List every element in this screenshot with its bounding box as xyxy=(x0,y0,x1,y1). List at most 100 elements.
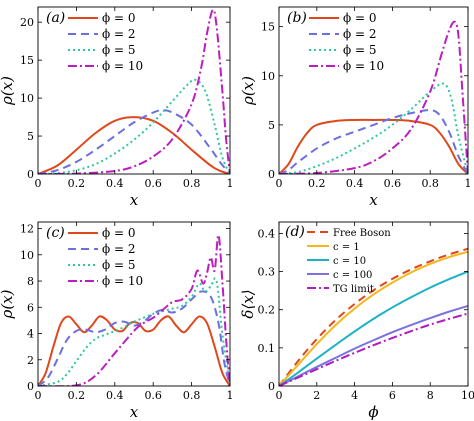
series-line xyxy=(38,109,230,174)
y-tick-label: 0.1 xyxy=(258,342,276,355)
series-line xyxy=(279,312,468,386)
legend-label: ϕ = 2 xyxy=(343,27,377,41)
y-tick-label: 8 xyxy=(27,275,34,288)
y-tick-label: 6 xyxy=(27,301,34,314)
plot-frame xyxy=(37,221,231,387)
y-tick-label: 5 xyxy=(268,119,275,132)
x-tick-label: 6 xyxy=(389,389,396,402)
legend-label: ϕ = 0 xyxy=(102,11,136,25)
y-axis-label: ρ(x) xyxy=(0,289,16,319)
y-tick-label: 15 xyxy=(20,54,34,67)
x-axis-label: x xyxy=(130,403,139,421)
y-tick-label: 10 xyxy=(20,249,34,262)
y-tick-label: 0 xyxy=(27,168,34,181)
series-line xyxy=(279,20,468,174)
x-tick-label: 0.8 xyxy=(183,389,201,402)
x-tick-label: 0.4 xyxy=(346,177,364,190)
y-tick-label: 0.3 xyxy=(258,266,276,279)
series-line xyxy=(38,290,230,386)
y-tick-label: 20 xyxy=(20,16,34,29)
x-tick-label: 1 xyxy=(227,389,234,402)
x-tick-label: 4 xyxy=(351,389,358,402)
series-line xyxy=(279,247,468,386)
legend-label: ϕ = 5 xyxy=(343,43,377,57)
y-tick-label: 0 xyxy=(268,380,275,393)
plot-frame xyxy=(278,221,469,387)
y-tick-label: 12 xyxy=(20,223,34,236)
y-tick-label: 0 xyxy=(27,380,34,393)
legend-label: ϕ = 2 xyxy=(102,242,136,256)
x-axis-label: x xyxy=(130,191,139,209)
x-tick-label: 0.4 xyxy=(106,389,124,402)
x-tick-label: 0.6 xyxy=(144,389,162,402)
series-line xyxy=(279,82,468,174)
legend-label: Free Boson xyxy=(333,228,391,239)
panel-label: (b) xyxy=(287,10,307,26)
x-tick-label: 0.4 xyxy=(106,177,124,190)
series-line xyxy=(279,118,468,174)
x-tick-label: 10 xyxy=(461,389,474,402)
y-tick-label: 0 xyxy=(268,168,275,181)
x-tick-label: 1 xyxy=(465,177,472,190)
x-tick-label: 0 xyxy=(276,177,283,190)
y-tick-label: 10 xyxy=(261,70,275,83)
series-line xyxy=(38,234,230,386)
x-tick-label: 0 xyxy=(35,389,42,402)
x-tick-label: 0.2 xyxy=(68,389,86,402)
x-tick-label: 0.2 xyxy=(68,177,86,190)
x-tick-label: 0.6 xyxy=(144,177,162,190)
y-tick-label: 2 xyxy=(27,354,34,367)
legend-label: ϕ = 10 xyxy=(343,59,384,73)
y-tick-label: 5 xyxy=(27,130,34,143)
series-line xyxy=(279,270,468,386)
legend-label: ϕ = 0 xyxy=(102,226,136,240)
legend-label: ϕ = 0 xyxy=(343,11,377,25)
y-tick-label: 4 xyxy=(27,328,34,341)
legend: (c) ϕ = 0 ϕ = 2 ϕ = 5 ϕ = 10 xyxy=(46,225,143,288)
legend-label: ϕ = 5 xyxy=(102,258,136,272)
y-tick-label: 0.4 xyxy=(258,227,276,240)
legend-label: c = 100 xyxy=(333,270,372,281)
series-line xyxy=(279,250,468,386)
legend-label: ϕ = 5 xyxy=(102,43,136,57)
x-tick-label: 0.8 xyxy=(183,177,201,190)
panel-label: (d) xyxy=(285,224,305,240)
series-line xyxy=(38,277,230,386)
series-line xyxy=(279,109,468,174)
legend-label: TG limit xyxy=(333,284,374,295)
legend: (a) ϕ = 0 ϕ = 2 ϕ = 5 ϕ = 10 xyxy=(46,10,143,73)
legend-label: ϕ = 10 xyxy=(102,274,143,288)
legend-label: c = 1 xyxy=(333,242,360,253)
legend-label: c = 10 xyxy=(333,256,366,267)
legend: (d) Free Boson c = 1 c = 10 c = 100 TG limit xyxy=(285,224,391,295)
series-line xyxy=(38,78,230,174)
panel-label: (a) xyxy=(46,10,65,26)
x-tick-label: 0.8 xyxy=(421,177,439,190)
panel-label: (c) xyxy=(46,225,65,241)
legend: (b) ϕ = 0 ϕ = 2 ϕ = 5 ϕ = 10 xyxy=(287,10,384,73)
x-tick-label: 8 xyxy=(427,389,434,402)
y-axis-label: ρ(x) xyxy=(0,76,16,106)
x-tick-label: 1 xyxy=(227,177,234,190)
legend-label: ϕ = 10 xyxy=(102,59,143,73)
y-axis-label: δ⟨x⟩ xyxy=(239,289,257,318)
plot-frame xyxy=(278,6,469,175)
plot-frame xyxy=(37,6,231,175)
legend-label: ϕ = 2 xyxy=(102,27,136,41)
x-tick-label: 0 xyxy=(35,177,42,190)
x-axis-label: ϕ xyxy=(368,403,378,421)
x-tick-label: 0.6 xyxy=(384,177,402,190)
chart-panel: 0 2 4 6 8 10 0 0.1 0.2 0.3 0.4 ϕ δ⟨x⟩ (d) Free Boson c … xyxy=(239,221,474,421)
y-tick-label: 0.2 xyxy=(258,304,276,317)
x-axis-label: x xyxy=(369,191,378,209)
x-tick-label: 0 xyxy=(276,389,283,402)
x-tick-label: 2 xyxy=(313,389,320,402)
series-line xyxy=(38,8,230,174)
x-tick-label: 0.2 xyxy=(308,177,326,190)
y-tick-label: 15 xyxy=(261,21,275,34)
series-line xyxy=(279,304,468,386)
y-tick-label: 10 xyxy=(20,92,34,105)
